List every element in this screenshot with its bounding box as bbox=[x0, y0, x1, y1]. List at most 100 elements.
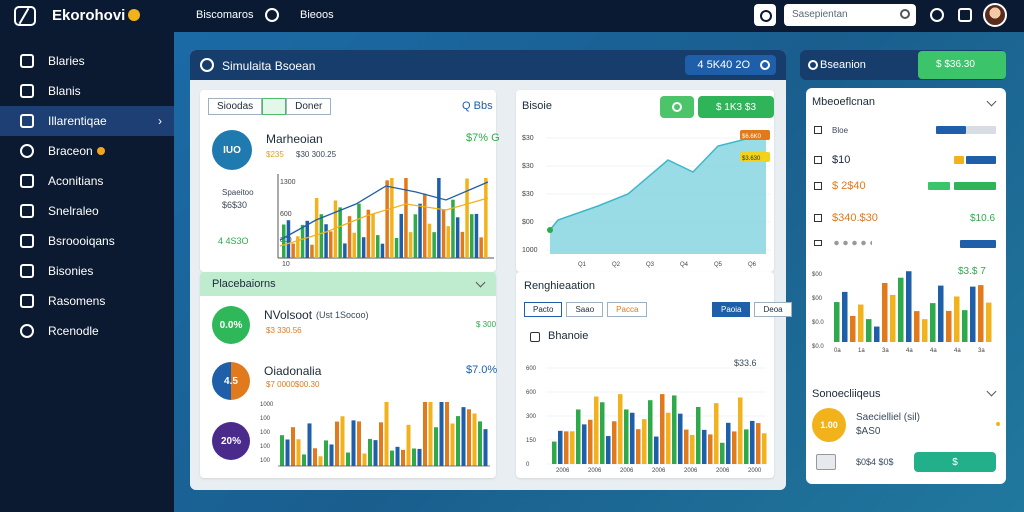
chart-bar bbox=[373, 440, 378, 466]
chart-bar bbox=[324, 440, 328, 466]
y-tick-label: 600 bbox=[526, 366, 537, 372]
chart-tick: 10 bbox=[282, 261, 290, 268]
y-tick-label: $00 bbox=[812, 272, 823, 278]
emoji-icon[interactable] bbox=[265, 8, 279, 22]
settings-icon bbox=[760, 60, 770, 70]
chart-bar bbox=[738, 397, 743, 464]
x-tick-label: 3a bbox=[882, 348, 889, 354]
search-icon[interactable] bbox=[900, 9, 910, 19]
value-button[interactable]: $ 1K3 $3 bbox=[698, 96, 774, 118]
tab-1[interactable]: Pacto bbox=[524, 302, 563, 317]
right-header-title: Bseanion bbox=[820, 59, 866, 71]
sidebar-item-6[interactable]: Snelraleo bbox=[0, 196, 174, 226]
tab-2[interactable]: Saao bbox=[566, 302, 604, 317]
chart-bar bbox=[280, 435, 284, 466]
chart-bar bbox=[594, 396, 599, 464]
sidebar-item-active[interactable]: Illarentiqae › bbox=[0, 106, 174, 136]
mini-bar-gray bbox=[966, 126, 996, 134]
chevron-down-icon[interactable] bbox=[986, 96, 997, 107]
panel-value-pill[interactable]: 4 5K40 2O bbox=[685, 55, 776, 75]
footer-button[interactable]: $ bbox=[914, 452, 996, 472]
chart-value: $3.$ 7 bbox=[958, 266, 986, 277]
chart-bar bbox=[720, 442, 725, 464]
chart-bar bbox=[612, 421, 617, 464]
section-title: Mbeoeflcnan bbox=[812, 96, 875, 108]
chart-bar bbox=[329, 444, 334, 466]
calendar-icon[interactable] bbox=[958, 8, 972, 22]
progress-dots bbox=[832, 240, 872, 246]
small-label: Spaeitoo bbox=[222, 188, 254, 197]
tab-5[interactable]: Deoa bbox=[754, 302, 792, 317]
chart-bar bbox=[460, 231, 465, 258]
chart-tick: 600 bbox=[280, 211, 292, 218]
sidebar-item-label: Aconitians bbox=[48, 174, 104, 188]
app-logo-icon[interactable] bbox=[14, 6, 36, 26]
search-input[interactable]: Sasepientan bbox=[784, 4, 916, 26]
top-nav-link-1[interactable]: Biscomaros bbox=[196, 9, 254, 21]
row-label: $10 bbox=[832, 154, 851, 166]
card-icon[interactable] bbox=[816, 454, 836, 470]
sidebar-item-4[interactable]: Braceon bbox=[0, 136, 174, 166]
record-button[interactable] bbox=[754, 4, 776, 26]
tab-1[interactable]: Sioodas bbox=[208, 98, 263, 115]
sidebar-item-5[interactable]: Aconitians bbox=[0, 166, 174, 196]
sidebar-item-2[interactable]: Blanis bbox=[0, 76, 174, 106]
user-avatar[interactable] bbox=[983, 3, 1007, 27]
chart-bar bbox=[376, 235, 380, 258]
card-search-label[interactable]: Q Bbs bbox=[462, 100, 493, 112]
sidebar-item-8[interactable]: Bisonies bbox=[0, 256, 174, 286]
sidebar-item-9[interactable]: Rasomens bbox=[0, 286, 174, 316]
chart-bar bbox=[384, 402, 389, 466]
chart-bar bbox=[368, 438, 372, 466]
chevron-down-icon[interactable] bbox=[986, 386, 997, 397]
y-tick-label: 100 bbox=[260, 416, 271, 422]
data-point bbox=[547, 227, 553, 233]
users-icon bbox=[20, 174, 34, 188]
chart-bar bbox=[446, 226, 450, 258]
person-value: $AS0 bbox=[856, 426, 881, 437]
chart-bar bbox=[401, 449, 405, 466]
folder-icon bbox=[20, 294, 34, 308]
chart-bar bbox=[318, 456, 323, 466]
placements-card: Placebaiorns 0.0% NVolsoot (Ust 1Socoo) … bbox=[200, 272, 497, 478]
chart-bar bbox=[338, 207, 342, 258]
chevron-down-icon[interactable] bbox=[475, 277, 486, 288]
stat-circle-split: 4.5 bbox=[212, 362, 250, 400]
y-tick-label: $00 bbox=[812, 296, 823, 302]
person-circle: 1.00 bbox=[812, 408, 846, 442]
stat-name: Marheoian bbox=[266, 132, 323, 146]
top-nav-link-2[interactable]: Bieoos bbox=[300, 9, 334, 21]
tab-4[interactable]: Paoia bbox=[712, 302, 751, 317]
sidebar-item-label: Bsroooiqans bbox=[48, 234, 115, 248]
chart-bar bbox=[395, 446, 400, 466]
callout-box bbox=[740, 152, 770, 162]
sidebar-item-label: Blanis bbox=[48, 84, 81, 98]
tab-3[interactable]: Doner bbox=[286, 98, 332, 115]
stat-subvalue-a: $235 bbox=[266, 150, 284, 159]
chart-bar bbox=[343, 243, 347, 258]
toggle-button[interactable] bbox=[660, 96, 694, 118]
settings-icon[interactable] bbox=[930, 8, 944, 22]
chart-bar bbox=[624, 409, 629, 464]
chart-bar bbox=[437, 178, 441, 258]
alert-dot-icon bbox=[96, 147, 105, 155]
chart-bar bbox=[455, 217, 460, 258]
row2-sub: $7 0000$00.30 bbox=[266, 380, 320, 389]
tab-2[interactable] bbox=[262, 98, 287, 115]
sidebar-item-7[interactable]: Bsroooiqans bbox=[0, 226, 174, 256]
y-tick-label: $00 bbox=[522, 219, 534, 226]
chart-bar bbox=[714, 403, 719, 464]
callout-label: $6.6K0 bbox=[742, 134, 762, 140]
area-chart-card: Bisoie $ 1K3 $3 $30 $30 $30 $00 1000 $6.6K0 $3… bbox=[516, 90, 774, 272]
tab-3[interactable]: Pacca bbox=[607, 302, 648, 317]
chart-bar bbox=[954, 296, 960, 342]
chart-bar bbox=[361, 237, 366, 258]
item-label: Bhanoie bbox=[548, 330, 589, 342]
chart-bar bbox=[439, 402, 444, 466]
chart-bar bbox=[305, 220, 309, 258]
chart-bar bbox=[842, 291, 848, 342]
sidebar-item-10[interactable]: Rcenodle bbox=[0, 316, 174, 346]
right-header-button[interactable]: $ $36.30 bbox=[918, 51, 1006, 79]
chart-bar bbox=[906, 271, 912, 342]
sidebar-item-home[interactable]: Blaries bbox=[0, 46, 174, 76]
